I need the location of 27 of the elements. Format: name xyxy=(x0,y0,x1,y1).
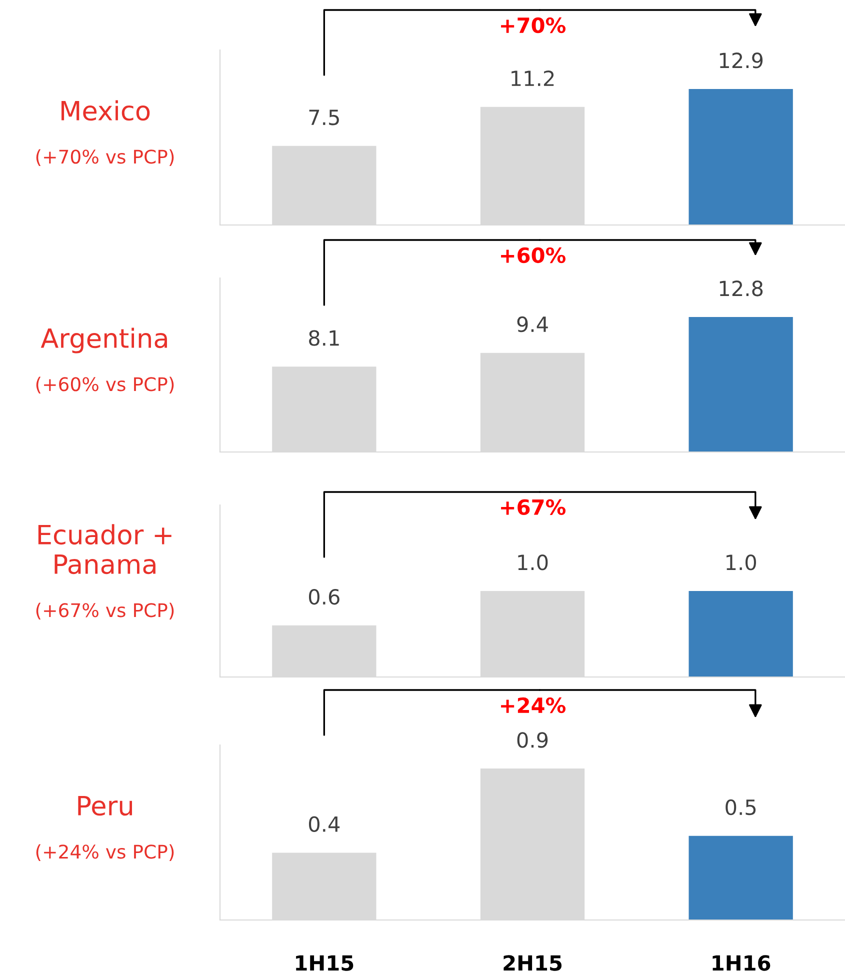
data-label: 12.8 xyxy=(720,280,763,296)
text: Peru xyxy=(78,796,132,816)
text: (+24% vs PCP) xyxy=(36,844,174,861)
data-label: 11.2 xyxy=(512,70,554,86)
data-label: 0.6 xyxy=(308,588,340,605)
data-label: 0.4 xyxy=(308,816,340,832)
data-label: 1.0 xyxy=(726,554,756,570)
text: +24% xyxy=(501,697,566,714)
text: +60% xyxy=(501,247,566,264)
text: +70% xyxy=(501,17,566,34)
text: Mexico xyxy=(62,100,150,121)
data-label: 8.1 xyxy=(309,330,339,346)
x-tick-label: 2H15 xyxy=(504,955,562,971)
data-label: 0.9 xyxy=(517,732,548,748)
text: (+70% vs PCP) xyxy=(36,149,174,166)
text: Argentina xyxy=(40,328,167,354)
data-label: 9.4 xyxy=(517,316,548,332)
data-label: 7.5 xyxy=(309,110,339,126)
x-tick-label: 1H16 xyxy=(712,955,770,971)
text: Ecuador + Panama xyxy=(38,524,172,574)
data-label: 1.0 xyxy=(518,554,548,570)
data-label: 12.9 xyxy=(720,52,763,68)
x-tick-label: 1H15 xyxy=(296,955,354,971)
text: (+60% vs PCP) xyxy=(36,376,174,394)
data-label: 0.5 xyxy=(726,799,756,816)
annotation: +67% xyxy=(501,499,566,516)
text: (+67% vs PCP) xyxy=(36,602,174,620)
